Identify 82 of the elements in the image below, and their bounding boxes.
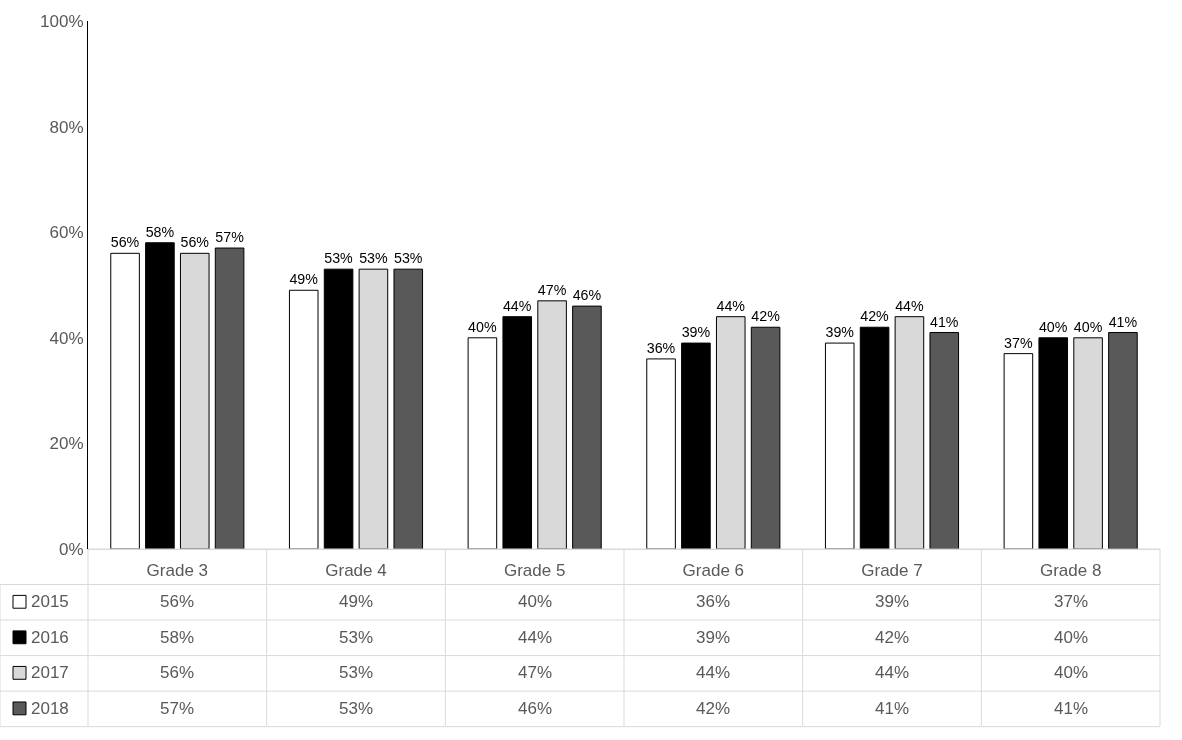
data-label: 53% xyxy=(339,699,374,718)
bar xyxy=(393,268,424,549)
y-tick-label: 100% xyxy=(40,11,84,31)
text: 36% xyxy=(646,339,676,356)
data-label: 58% xyxy=(160,628,195,647)
text: 56% xyxy=(110,234,140,251)
text: 58% xyxy=(145,223,175,240)
x-tick-label: Grade 8 xyxy=(1039,561,1102,581)
data-label: 42% xyxy=(696,699,731,718)
text: 42% xyxy=(751,308,780,325)
legend-label: 2018 xyxy=(31,699,69,718)
bar xyxy=(502,316,533,549)
data-label: 42% xyxy=(875,628,910,647)
data-label: 53% xyxy=(339,628,374,647)
data-label: 56% xyxy=(160,663,195,682)
y-tick-label: 80% xyxy=(49,117,84,137)
data-label: 44% xyxy=(518,628,553,647)
text: 47% xyxy=(537,281,567,298)
text: 40% xyxy=(1073,318,1103,335)
text: 44% xyxy=(895,297,924,314)
data-label: 49% xyxy=(339,592,374,611)
data-label: 53% xyxy=(339,663,374,682)
text: 53% xyxy=(324,250,353,267)
x-tick-label: Grade 5 xyxy=(503,561,566,581)
data-label: 41% xyxy=(1054,699,1089,718)
bar xyxy=(214,247,245,549)
data-label: 57% xyxy=(160,699,195,718)
text: 39% xyxy=(825,324,854,341)
bar xyxy=(323,268,354,549)
text: 57% xyxy=(215,229,244,246)
y-tick-label: 0% xyxy=(59,539,84,559)
text: 53% xyxy=(393,250,423,267)
bar xyxy=(859,326,890,549)
text: 56% xyxy=(180,234,209,251)
x-tick-label: Grade 3 xyxy=(146,561,209,581)
bar xyxy=(110,252,140,549)
data-label: 39% xyxy=(696,628,731,647)
data-label: 41% xyxy=(875,699,910,718)
data-label: 46% xyxy=(518,699,553,718)
bar xyxy=(681,342,711,549)
bar xyxy=(145,242,175,549)
text: 41% xyxy=(929,313,959,330)
text: 39% xyxy=(681,324,711,341)
x-tick-label: Grade 4 xyxy=(325,561,387,581)
text: 37% xyxy=(1004,334,1033,351)
bar xyxy=(929,332,960,549)
x-tick-label: Grade 6 xyxy=(682,561,745,581)
bar xyxy=(1108,332,1138,549)
text: 40% xyxy=(468,318,497,335)
text: 42% xyxy=(860,308,889,325)
data-label: 36% xyxy=(696,592,731,611)
data-label: 39% xyxy=(875,592,910,611)
bar xyxy=(1003,353,1034,549)
legend-label: 2017 xyxy=(31,663,69,682)
y-tick-label: 60% xyxy=(49,223,84,243)
text: 53% xyxy=(359,250,388,267)
legend-label: 2015 xyxy=(31,592,69,611)
text: 46% xyxy=(572,287,602,304)
bar xyxy=(1038,337,1069,549)
data-label: 56% xyxy=(160,592,195,611)
data-label: 47% xyxy=(518,663,553,682)
bar xyxy=(467,337,498,549)
data-label: 40% xyxy=(1054,663,1089,682)
data-label: 44% xyxy=(696,663,731,682)
text: 49% xyxy=(289,271,318,288)
x-tick-label: Grade 7 xyxy=(861,561,923,581)
text: 44% xyxy=(502,297,532,314)
text: 41% xyxy=(1108,313,1138,330)
bar xyxy=(646,358,676,549)
text: 44% xyxy=(716,297,745,314)
text: 40% xyxy=(1038,318,1068,335)
legend-label: 2016 xyxy=(31,628,69,647)
data-label: 44% xyxy=(875,663,910,682)
bar xyxy=(572,305,602,549)
bar xyxy=(824,342,855,549)
y-tick-label: 20% xyxy=(49,434,84,454)
data-label: 37% xyxy=(1054,592,1089,611)
data-label: 40% xyxy=(518,592,553,611)
y-tick-label: 40% xyxy=(49,328,84,348)
data-label: 40% xyxy=(1054,628,1089,647)
bar xyxy=(750,326,781,549)
bar xyxy=(288,289,319,549)
